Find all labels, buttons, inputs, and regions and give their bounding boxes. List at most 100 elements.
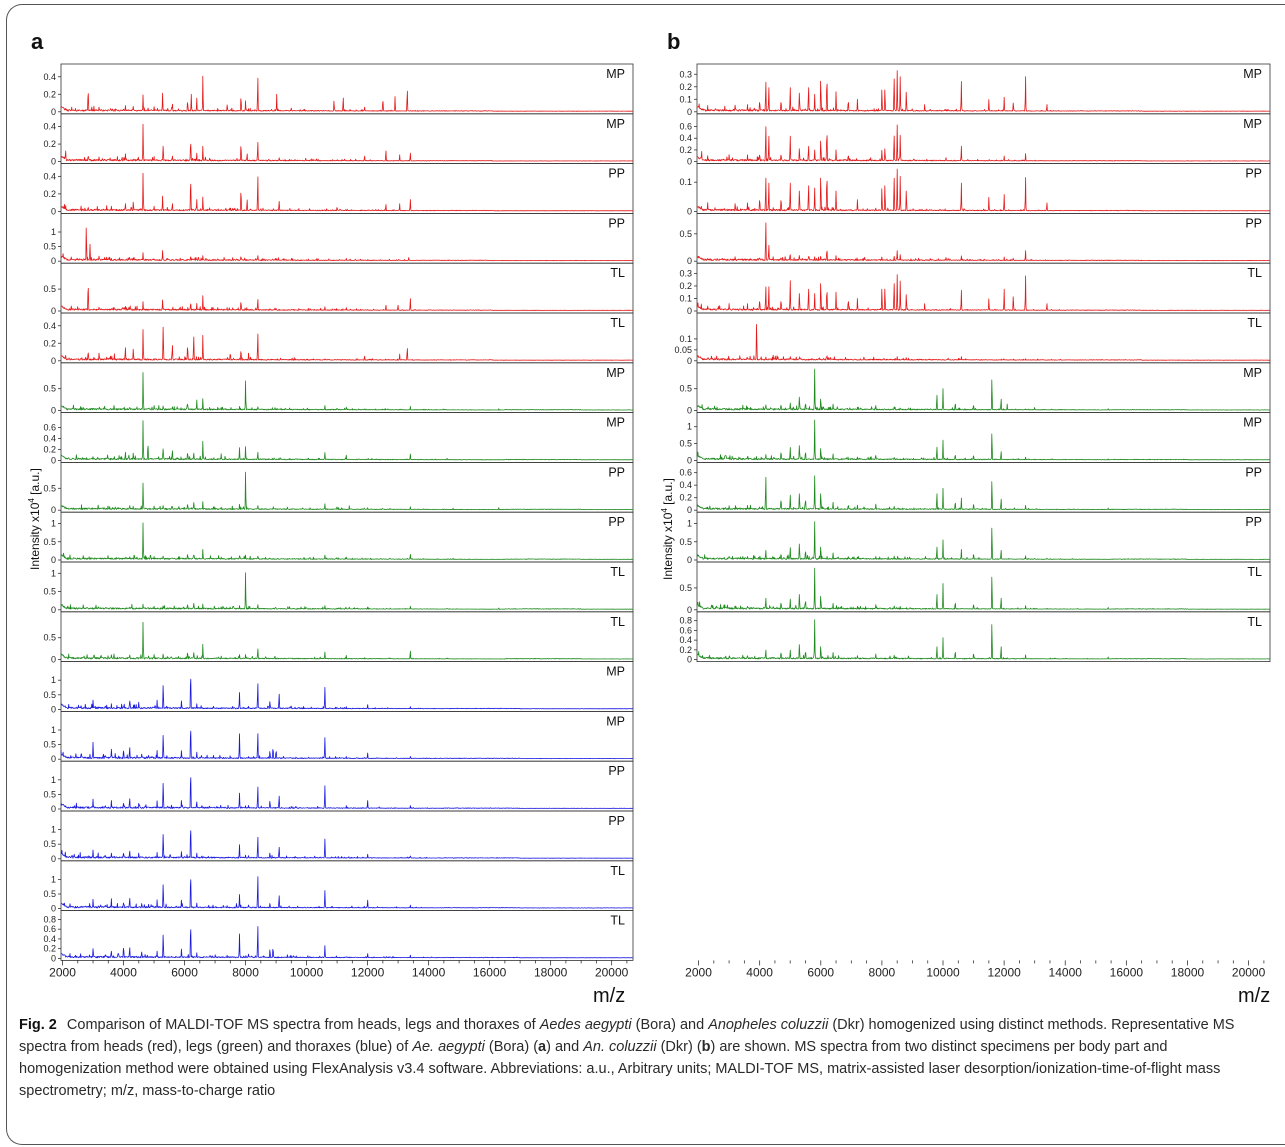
spectrum-a-16: 0 0.5 1 PP: [43, 810, 634, 864]
y-tick-label: 0.5: [43, 633, 56, 643]
x-tick-label: 2000: [685, 965, 712, 979]
y-tick-label: 0: [687, 605, 692, 615]
y-tick-label: 0.5: [679, 537, 692, 547]
spectrum-trace: [60, 678, 634, 710]
y-tick-label: 0.5: [43, 740, 56, 750]
y-tick-label: 0.4: [43, 72, 56, 82]
y-tick-label: 0.5: [679, 583, 692, 593]
y-tick-label: 0: [687, 157, 692, 167]
method-label: PP: [608, 764, 625, 778]
y-tick-label: 1: [51, 825, 56, 835]
spectrum-trace: [60, 572, 633, 610]
y-tick-label: 1: [51, 675, 56, 685]
method-label: MP: [606, 117, 625, 131]
method-label: TL: [610, 914, 625, 928]
spectrum-trace: [696, 222, 1270, 262]
spectrum-trace: [696, 274, 1270, 311]
method-label: PP: [608, 216, 625, 230]
plot-frame: [60, 561, 634, 613]
method-label: MP: [606, 67, 625, 81]
plot-frame: [696, 262, 1271, 314]
x-tick-label: 16000: [473, 965, 507, 979]
spectrum-trace: [696, 567, 1270, 610]
spectrum-trace: [60, 471, 633, 511]
spectrum-trace: [60, 621, 633, 660]
spectrum-trace: [60, 75, 633, 112]
y-tick-label: 1: [51, 519, 56, 529]
y-tick-label: 0.4: [679, 133, 692, 143]
plot-frame: [60, 860, 634, 911]
y-tick-label: 0: [51, 206, 56, 216]
plot-frame: [60, 810, 634, 862]
x-tick-label: 18000: [1171, 965, 1205, 979]
plot-frame: [60, 262, 634, 314]
y-tick-label: 0.6: [679, 468, 692, 478]
y-tick-label: 0: [51, 505, 56, 515]
y-tick-label: 0.2: [43, 89, 56, 99]
y-tick-label: 0: [687, 256, 692, 266]
y-tick-label: 0: [51, 356, 56, 366]
spectrum-a-7: 0 0.5 MP: [43, 362, 634, 416]
method-label: MP: [1243, 416, 1262, 430]
plot-frame: [60, 63, 634, 115]
method-label: MP: [1243, 366, 1262, 380]
y-tick-label: 0.2: [43, 944, 56, 954]
y-tick-label: 0.2: [43, 444, 56, 454]
method-label: TL: [610, 316, 625, 330]
y-tick-label: 0.2: [43, 189, 56, 199]
y-tick-label: 0.1: [679, 177, 692, 187]
y-tick-label: 0: [51, 655, 56, 665]
x-tick-label: 18000: [534, 965, 568, 979]
y-tick-label: 1: [687, 422, 692, 432]
y-tick-label: 0.1: [679, 334, 692, 344]
spectrum-a-2: 0 0.2 0.4 MP: [43, 113, 634, 167]
spectrum-a-1: 0 0.2 0.4 MP: [43, 63, 634, 117]
y-tick-label: 0.5: [43, 789, 56, 799]
spectrum-b-3: 0 0.1 PP: [679, 163, 1271, 216]
method-label: TL: [610, 266, 625, 280]
y-tick-label: 0.4: [43, 321, 56, 331]
method-label: PP: [608, 167, 625, 181]
y-axis-label-b: Intensity x104 [a.u.]: [660, 478, 675, 580]
plot-frame: [696, 611, 1271, 662]
method-label: TL: [610, 864, 625, 878]
spectrum-a-5: 0 0.5 TL: [43, 262, 634, 316]
y-tick-label: 1: [51, 725, 56, 735]
x-tick-label: 4000: [110, 965, 137, 979]
method-label: TL: [610, 615, 625, 629]
x-tick-label: 2000: [49, 965, 76, 979]
y-tick-label: 0: [51, 306, 56, 316]
spectrum-a-12: 0 0.5 TL: [43, 611, 634, 665]
y-tick-label: 0: [51, 754, 56, 764]
y-tick-label: 0.2: [679, 82, 692, 92]
y-tick-label: 0.5: [43, 537, 56, 547]
method-label: PP: [1245, 465, 1262, 479]
y-tick-label: 0.1: [679, 293, 692, 303]
y-tick-label: 0: [687, 655, 692, 665]
y-tick-label: 1: [51, 775, 56, 785]
method-label: PP: [608, 515, 625, 529]
plot-frame: [696, 212, 1271, 264]
spectrum-b-10: 0 0.5 1 PP: [679, 511, 1271, 565]
y-tick-label: 0: [687, 206, 692, 216]
y-tick-label: 0.8: [43, 914, 56, 924]
plot-frame: [60, 113, 634, 165]
spectrum-a-18: 00.20.40.60.8 TL: [43, 910, 634, 963]
y-tick-label: 0.5: [679, 229, 692, 239]
method-label: MP: [606, 366, 625, 380]
y-tick-label: 1: [51, 568, 56, 578]
y-tick-label: 0.2: [43, 139, 56, 149]
x-tick-label: 20000: [1232, 965, 1266, 979]
method-label: MP: [1243, 67, 1262, 81]
spectrum-trace: [60, 522, 633, 560]
y-tick-label: 0: [687, 306, 692, 316]
x-tick-label: 6000: [807, 965, 834, 979]
spectrum-trace: [60, 730, 633, 760]
plot-frame: [696, 63, 1271, 115]
y-tick-label: 0: [51, 704, 56, 714]
spectrum-b-12: 00.20.40.60.8 TL: [679, 611, 1271, 665]
spectrum-b-6: 00.050.1 TL: [674, 312, 1271, 366]
spectrum-trace: [696, 324, 1270, 361]
y-tick-label: 1: [51, 227, 56, 237]
y-tick-label: 0: [687, 455, 692, 465]
